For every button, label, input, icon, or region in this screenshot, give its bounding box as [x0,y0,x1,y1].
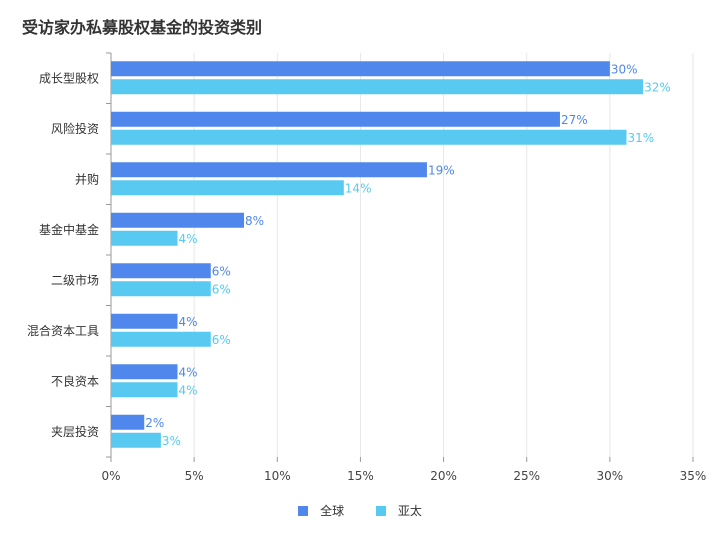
bar-apac [111,230,178,246]
data-label: 19% [428,163,455,177]
x-tick-label: 30% [597,469,624,483]
legend-item-apac[interactable]: 亚太 [375,502,422,519]
legend: 全球 亚太 [0,502,720,519]
bar-apac [111,331,211,347]
x-tick-label: 5% [185,469,204,483]
legend-swatch-apac [375,505,386,516]
bar-apac [111,281,211,297]
x-tick-label: 35% [680,469,707,483]
data-label: 4% [179,383,198,397]
bar-global [111,111,560,127]
bar-apac [111,432,161,448]
data-label: 3% [162,434,181,448]
legend-swatch-global [298,505,309,516]
data-label: 2% [145,416,164,430]
bar-global [111,263,211,279]
category-label: 夹层投资 [51,424,99,439]
chart-title: 受访家办私募股权基金的投资类别 [22,18,263,37]
data-label: 31% [627,131,654,145]
category-label: 混合资本工具 [27,323,99,338]
legend-item-global[interactable]: 全球 [298,502,344,519]
data-label: 32% [644,80,671,94]
legend-label-global: 全球 [320,504,345,518]
category-label: 基金中基金 [39,222,99,237]
bar-global [111,212,245,228]
bar-global [111,162,427,178]
category-label: 风险投资 [51,121,99,136]
bar-global [111,61,610,77]
data-label: 30% [611,62,638,76]
x-tick-label: 0% [101,469,120,483]
bar-apac [111,382,178,398]
data-label: 4% [179,232,198,246]
bar-global [111,414,145,430]
bar-chart: 0% 5% 10% 15% 20% 25% 30% 35% 成长型股权 30% 32% 风险投资 27%… [27,52,707,483]
x-tick-label: 15% [347,469,374,483]
x-tick-label: 25% [513,469,540,483]
x-tick-label: 10% [264,469,291,483]
data-label: 14% [345,181,372,195]
legend-label-apac: 亚太 [397,504,422,518]
data-label: 8% [245,214,264,228]
category-label: 二级市场 [51,272,99,287]
data-label: 6% [212,264,231,278]
x-tick-label: 20% [430,469,457,483]
category-label: 成长型股权 [39,71,99,85]
bar-apac [111,129,627,145]
bar-apac [111,180,344,196]
data-label: 27% [561,113,588,127]
category-label: 不良资本 [51,373,99,388]
bar-apac [111,79,644,95]
category-label: 并购 [75,171,99,186]
bar-global [111,364,178,380]
data-label: 4% [179,315,198,329]
data-label: 6% [212,282,231,296]
bar-global [111,313,178,329]
data-label: 6% [212,333,231,347]
data-label: 4% [179,365,198,379]
